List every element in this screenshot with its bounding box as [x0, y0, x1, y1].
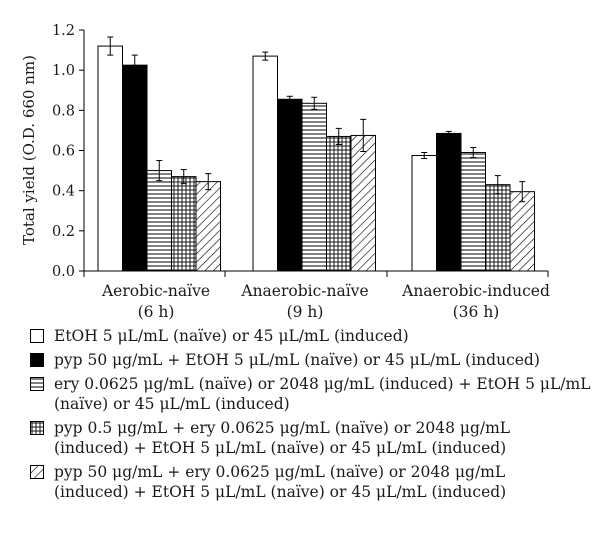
bar-black [277, 98, 303, 272]
legend-swatch-black [30, 353, 44, 367]
bar-grid [171, 176, 197, 272]
y-tick-label: 0.6 [52, 144, 75, 160]
legend-label-cont: (induced) + EtOH 5 μL/mL (naïve) or 45 μ… [54, 483, 507, 501]
chart-legend: EtOH 5 μL/mL (naïve) or 45 μL/mL (induce… [26, 326, 598, 506]
legend-label-cont: (induced) + EtOH 5 μL/mL (naïve) or 45 μ… [54, 439, 507, 457]
bar-white [97, 45, 123, 272]
legend-swatch-horizontal [30, 377, 44, 391]
bar-diagonal [195, 181, 221, 272]
x-category-label: Anaerobic-induced [401, 282, 550, 300]
bar-grid [485, 184, 511, 272]
bar-black [122, 64, 148, 272]
bar-chart: 0.0 0.2 0.4 0.6 0.8 1.0 1.2 Aerobic-naïve (6 h) A… [20, 23, 550, 321]
y-tick-label: 1.0 [52, 63, 75, 79]
bar-white [411, 155, 437, 272]
y-tick-label: 0.4 [52, 184, 75, 200]
legend-label: ery 0.0625 μg/mL (naïve) or 2048 μg/mL (… [54, 375, 591, 393]
legend-swatch-white [30, 329, 44, 343]
y-tick-label: 0.2 [52, 224, 75, 240]
x-category-sublabel: (9 h) [287, 303, 324, 321]
y-tick-label: 0.0 [52, 264, 75, 280]
legend-item: pyp 50 μg/mL + EtOH 5 μL/mL (naïve) or 4… [26, 350, 598, 370]
legend-swatch-grid [30, 421, 44, 435]
legend-label: pyp 0.5 μg/mL + ery 0.0625 μg/mL (naïve)… [54, 419, 511, 437]
bar-horizontal [146, 170, 172, 272]
x-category-label: Aerobic-naïve [101, 282, 210, 300]
x-category-label: Anaerobic-naïve [240, 282, 368, 300]
bar-grid [326, 135, 352, 272]
legend-item: ery 0.0625 μg/mL (naïve) or 2048 μg/mL (… [26, 374, 598, 414]
legend-label: EtOH 5 μL/mL (naïve) or 45 μL/mL (induce… [54, 327, 409, 345]
bar-horizontal [301, 102, 327, 272]
bar-diagonal [350, 134, 376, 272]
legend-label: pyp 50 μg/mL + ery 0.0625 μg/mL (naïve) … [54, 463, 506, 481]
y-tick-label: 1.2 [52, 23, 75, 39]
y-axis-label: Total yield (O.D. 660 nm) [20, 55, 38, 245]
legend-swatch-diagonal [30, 465, 44, 479]
y-tick-label: 0.8 [52, 103, 75, 119]
legend-item: EtOH 5 μL/mL (naïve) or 45 μL/mL (induce… [26, 326, 598, 346]
chart-labels: 0.0 0.2 0.4 0.6 0.8 1.0 1.2 Aerobic-naïve (6 h) A… [52, 23, 550, 321]
bar-black [436, 132, 462, 272]
chart-bars [97, 36, 535, 272]
legend-item: pyp 50 μg/mL + ery 0.0625 μg/mL (naïve) … [26, 462, 598, 502]
bar-diagonal [509, 191, 535, 272]
bar-white [252, 55, 278, 272]
legend-item: pyp 0.5 μg/mL + ery 0.0625 μg/mL (naïve)… [26, 418, 598, 458]
legend-label-cont: (naïve) or 45 μL/mL (induced) [54, 395, 290, 413]
x-category-sublabel: (6 h) [138, 303, 175, 321]
x-category-sublabel: (36 h) [453, 303, 500, 321]
legend-label: pyp 50 μg/mL + EtOH 5 μL/mL (naïve) or 4… [54, 351, 540, 369]
bar-horizontal [460, 152, 486, 272]
